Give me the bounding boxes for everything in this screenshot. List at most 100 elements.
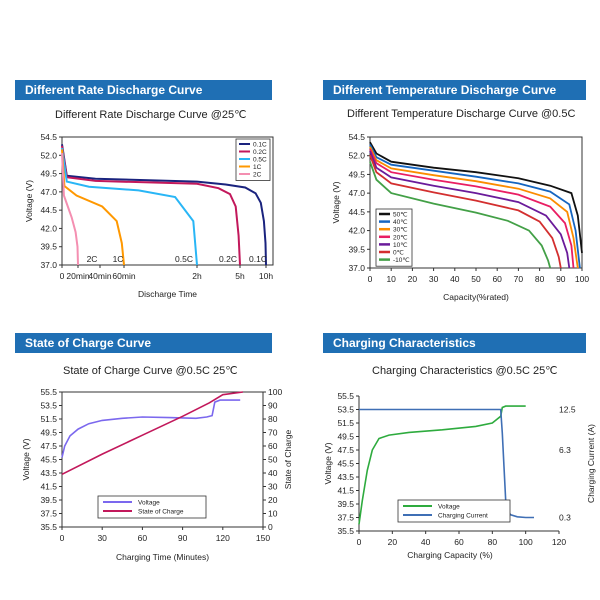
x-tick-label: 30 [97,533,107,543]
legend-label: 0.2C [253,149,267,156]
x-tick-label: 0 [60,533,65,543]
y-tick-label: 37.5 [40,509,57,519]
x-axis-label: Discharge Time [138,289,197,299]
y2-axis-label: Charging Current (A) [586,424,596,503]
y-tick-label: 37.0 [348,263,365,273]
x-tick-label: 0 [60,271,65,281]
x-tick-label: 30 [429,274,439,284]
x-tick-label: 80 [488,537,498,547]
legend-label: 10℃ [393,242,408,249]
series-line [358,405,526,525]
series-line [369,154,562,269]
series-line [359,408,534,519]
y2-tick-label: 12.5 [559,405,576,415]
y-tick-label: 42.0 [348,226,365,236]
y-tick-label: 49.5 [40,169,57,179]
y-tick-label: 49.5 [348,169,365,179]
y-tick-label: 54.5 [40,132,57,142]
x-tick-label: 60min [112,271,135,281]
x-tick-label: 40 [450,274,460,284]
y-tick-label: 49.5 [337,432,354,442]
curve-end-label: 0.5C [175,254,193,264]
y-tick-label: 42.0 [40,223,57,233]
series-line [369,161,552,269]
rate-discharge-chart: 54.5 52.0 49.5 47.0 44.5 42.0 39.5 37.00 20min40… [24,132,274,299]
x-tick-label: 120 [552,537,566,547]
x-tick-label: 5h [235,271,245,281]
y-tick-label: 39.5 [337,499,354,509]
y-tick-label: 45.5 [40,455,57,465]
series-line [369,141,583,254]
y-tick-label: 52.0 [40,150,57,160]
x-tick-label: 20 [408,274,418,284]
series-line [369,146,579,269]
y2-tick-label: 20 [268,495,278,505]
panel4-subtitle: Charging Characteristics @0.5C 25℃ [372,365,558,377]
y2-tick-label: 0.3 [559,513,571,523]
y2-tick-label: 6.3 [559,445,571,455]
y2-tick-label: 30 [268,482,278,492]
y-tick-label: 47.0 [40,187,57,197]
x-tick-label: 90 [178,533,188,543]
y-tick-label: 43.5 [337,472,354,482]
x-axis-label: Capacity(%rated) [443,292,509,302]
panel3-banner: State of Charge Curve [15,333,272,353]
temperature-discharge-chart: 54.5 52.0 49.5 47.0 44.5 42.0 39.5 37.00 10 20 30 4… [331,132,589,302]
legend-label: 20℃ [393,234,408,241]
y-tick-label: 51.5 [337,418,354,428]
series-line [61,399,241,458]
x-tick-label: 90 [556,274,566,284]
y-tick-label: 41.5 [40,482,57,492]
legend-label: State of Charge [138,509,184,516]
x-tick-label: 100 [519,537,533,547]
x-tick-label: 100 [575,274,589,284]
y-axis-label: Voltage (V) [21,438,31,480]
state-of-charge-chart: 55.5 53.5 51.5 49.5 47.5 45.5 43.5 41.5 39.5 37.5… [21,387,293,562]
legend-label: Voltage [438,504,460,511]
x-tick-label: 20min [66,271,89,281]
panel3-subtitle: State of Charge Curve @0.5C 25℃ [63,365,238,377]
y-tick-label: 45.5 [337,459,354,469]
y-tick-label: 37.5 [337,513,354,523]
y-tick-label: 49.5 [40,428,57,438]
legend-label: 2C [253,172,262,179]
y-tick-label: 44.5 [348,207,365,217]
x-tick-label: 10 [386,274,396,284]
y-tick-label: 53.5 [337,405,354,415]
y-tick-label: 52.0 [348,151,365,161]
x-axis-label: Charging Capacity (%) [407,550,493,560]
legend-label: 1C [253,164,262,171]
series-line [61,153,79,266]
y2-tick-label: 80 [268,414,278,424]
legend-label: 30℃ [393,227,408,234]
y-tick-label: 39.5 [40,495,57,505]
plot-frame [61,136,274,266]
y2-tick-label: 50 [268,455,278,465]
series-line [61,147,198,266]
x-tick-label: 20 [388,537,398,547]
x-tick-label: 40 [421,537,431,547]
series-line [61,145,241,266]
y2-tick-label: 10 [268,509,278,519]
y-tick-label: 53.5 [40,401,57,411]
legend-label: 0℃ [393,250,405,257]
y2-tick-label: 100 [268,387,282,397]
x-tick-label: 80 [535,274,545,284]
y-tick-label: 55.5 [40,387,57,397]
y2-tick-label: 60 [268,441,278,451]
legend-label: 50℃ [393,212,408,219]
series-line [61,144,267,266]
legend-label: Voltage [138,500,160,507]
y-tick-label: 47.5 [337,445,354,455]
legend-label: -10℃ [393,257,410,264]
x-tick-label: 60 [138,533,148,543]
y-axis-label: Voltage (V) [24,180,34,222]
x-tick-label: 60 [454,537,464,547]
x-tick-label: 0 [357,537,362,547]
y-tick-label: 39.5 [348,244,365,254]
x-tick-label: 10h [259,271,273,281]
y2-tick-label: 0 [268,522,273,532]
y-tick-label: 35.5 [337,526,354,536]
series-line [369,150,571,269]
y-tick-label: 39.5 [40,242,57,252]
